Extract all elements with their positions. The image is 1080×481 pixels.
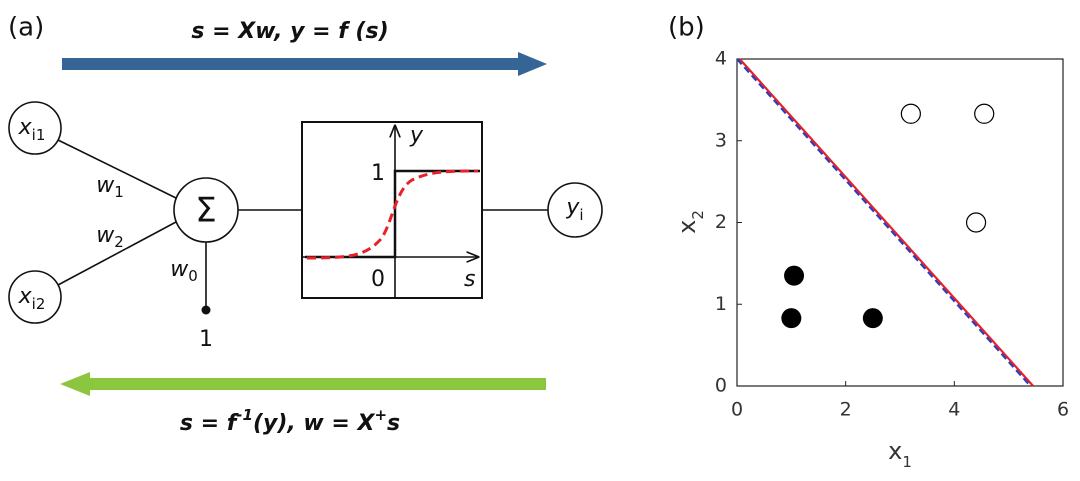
- axis-sub: 1: [902, 453, 912, 471]
- weight-label: w0: [170, 257, 198, 285]
- activation-y: y: [409, 123, 424, 148]
- formula-part: (y), w = X: [253, 411, 376, 436]
- x-axis-label: x1: [888, 437, 912, 471]
- x-tick-label: 0: [731, 399, 743, 421]
- weight-label: w2: [96, 223, 124, 251]
- axis-sub: 2: [689, 210, 707, 220]
- weight-symbol: w: [96, 223, 115, 248]
- weight-sub: 1: [114, 183, 124, 201]
- data-point: [781, 308, 802, 329]
- x-tick-label: 6: [1057, 399, 1069, 421]
- activation-s: s: [464, 267, 475, 292]
- formula-part: s = f: [180, 411, 239, 436]
- input-symbol: x: [18, 284, 33, 309]
- forward-formula: s = Xw, y = f (s): [191, 19, 388, 44]
- x-tick-label: 4: [948, 399, 960, 421]
- data-point: [974, 103, 995, 124]
- weight-sub: 2: [114, 233, 124, 251]
- sum-symbol: Σ: [195, 191, 216, 231]
- weight-label: w1: [96, 173, 124, 201]
- plot-frame: [736, 58, 1064, 387]
- y-tick-label: 4: [715, 48, 727, 70]
- input-sub: i2: [32, 295, 46, 313]
- activation-box: [301, 121, 483, 299]
- sum-node: [173, 177, 239, 243]
- input-sub: i1: [32, 126, 46, 144]
- input-node: [8, 101, 62, 155]
- activation-one: 1: [371, 161, 385, 186]
- weight-symbol: w: [96, 173, 115, 198]
- formula-part: -1: [236, 406, 253, 424]
- activation-zero: 0: [371, 267, 385, 292]
- y-tick-label: 3: [715, 129, 727, 151]
- y-tick-label: 1: [715, 293, 727, 315]
- x-tick-label: 2: [840, 399, 852, 421]
- formula-part: +: [374, 406, 387, 424]
- output-label: yi: [565, 195, 583, 224]
- input-label: xi2: [18, 284, 46, 313]
- output-sub: i: [579, 206, 583, 224]
- input-symbol: x: [18, 115, 33, 140]
- output-symbol: y: [565, 195, 580, 220]
- data-point: [862, 308, 883, 329]
- input-node: [8, 270, 62, 324]
- backward-formula: s = f-1(y), w = X+s: [180, 406, 400, 437]
- decision-line: [738, 58, 1034, 387]
- decision-line: [736, 58, 1032, 387]
- data-point: [900, 103, 921, 124]
- bias-dot: [201, 305, 211, 315]
- backward-arrow: [60, 372, 546, 396]
- y-tick-label: 2: [715, 211, 727, 233]
- panel-label: (a): [8, 13, 44, 43]
- network-lines: [57, 139, 548, 308]
- y-tick-label: 0: [715, 375, 727, 397]
- bias-label: 1: [199, 327, 213, 352]
- panel-label: (b): [668, 13, 705, 43]
- data-point: [965, 212, 987, 233]
- weight-sub: 0: [188, 267, 198, 285]
- forward-arrow: [62, 52, 547, 76]
- weight-symbol: w: [170, 257, 189, 282]
- y-axis-label: x2: [673, 210, 707, 234]
- formula-part: s: [387, 411, 400, 436]
- input-label: xi1: [18, 115, 46, 144]
- data-point: [784, 265, 805, 286]
- axis-symbol: x: [673, 220, 701, 234]
- output-node: [547, 182, 603, 238]
- axis-symbol: x: [888, 437, 902, 465]
